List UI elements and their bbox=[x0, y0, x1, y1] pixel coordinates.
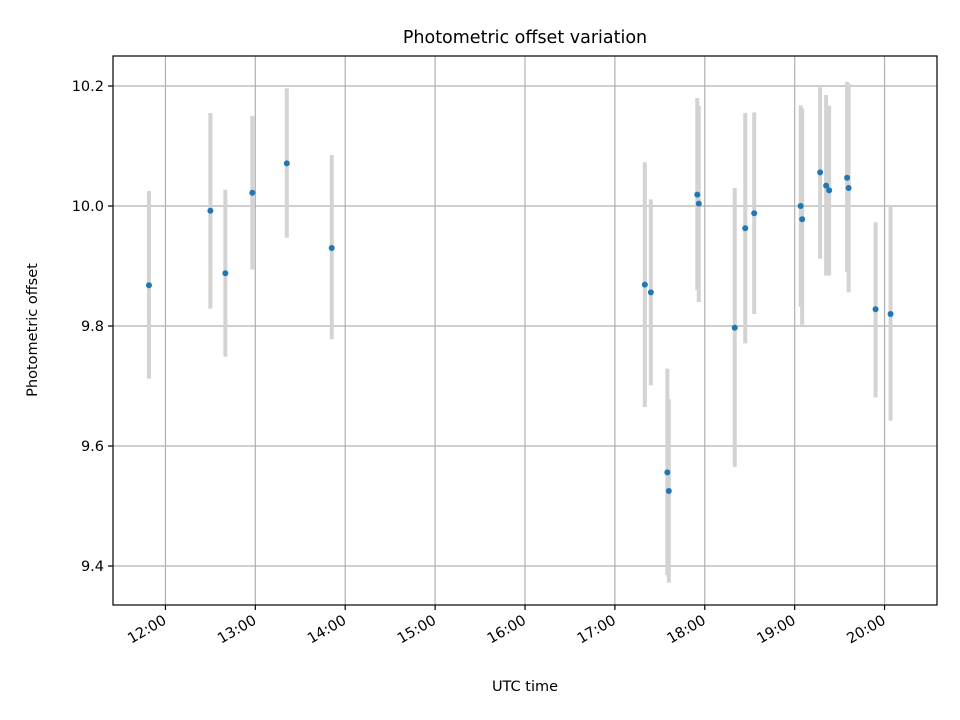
data-point bbox=[249, 189, 256, 196]
y-tick-label: 9.4 bbox=[81, 559, 104, 575]
data-point bbox=[328, 245, 335, 251]
data-point bbox=[664, 469, 671, 476]
data-point bbox=[145, 282, 152, 289]
data-point bbox=[845, 185, 852, 191]
data-point bbox=[797, 203, 804, 209]
data-point bbox=[731, 324, 738, 331]
y-axis-label: Photometric offset bbox=[25, 263, 41, 397]
data-point bbox=[222, 270, 229, 277]
data-point bbox=[695, 200, 702, 207]
data-point bbox=[665, 488, 672, 494]
x-axis-label: UTC time bbox=[492, 679, 558, 695]
data-point bbox=[817, 169, 824, 176]
y-tick-label: 10.0 bbox=[72, 199, 104, 215]
y-tick-label: 9.8 bbox=[81, 319, 104, 335]
data-point bbox=[283, 160, 290, 167]
data-point bbox=[742, 225, 749, 232]
data-point bbox=[207, 207, 214, 214]
data-point bbox=[694, 191, 701, 198]
data-point bbox=[751, 210, 758, 217]
data-point bbox=[647, 289, 654, 296]
data-point bbox=[844, 174, 851, 181]
data-point bbox=[826, 187, 833, 194]
data-point bbox=[823, 182, 830, 189]
chart-title: Photometric offset variation bbox=[403, 28, 647, 48]
data-point bbox=[887, 311, 894, 317]
data-point bbox=[799, 216, 806, 223]
data-point bbox=[872, 306, 879, 313]
data-markers bbox=[145, 160, 894, 494]
data-point bbox=[641, 281, 648, 288]
y-tick-label: 10.2 bbox=[72, 79, 104, 95]
y-tick-label: 9.6 bbox=[81, 439, 104, 455]
y-axis-ticks: 9.4 9.6 9.8 10.0 10.2 bbox=[72, 79, 113, 575]
